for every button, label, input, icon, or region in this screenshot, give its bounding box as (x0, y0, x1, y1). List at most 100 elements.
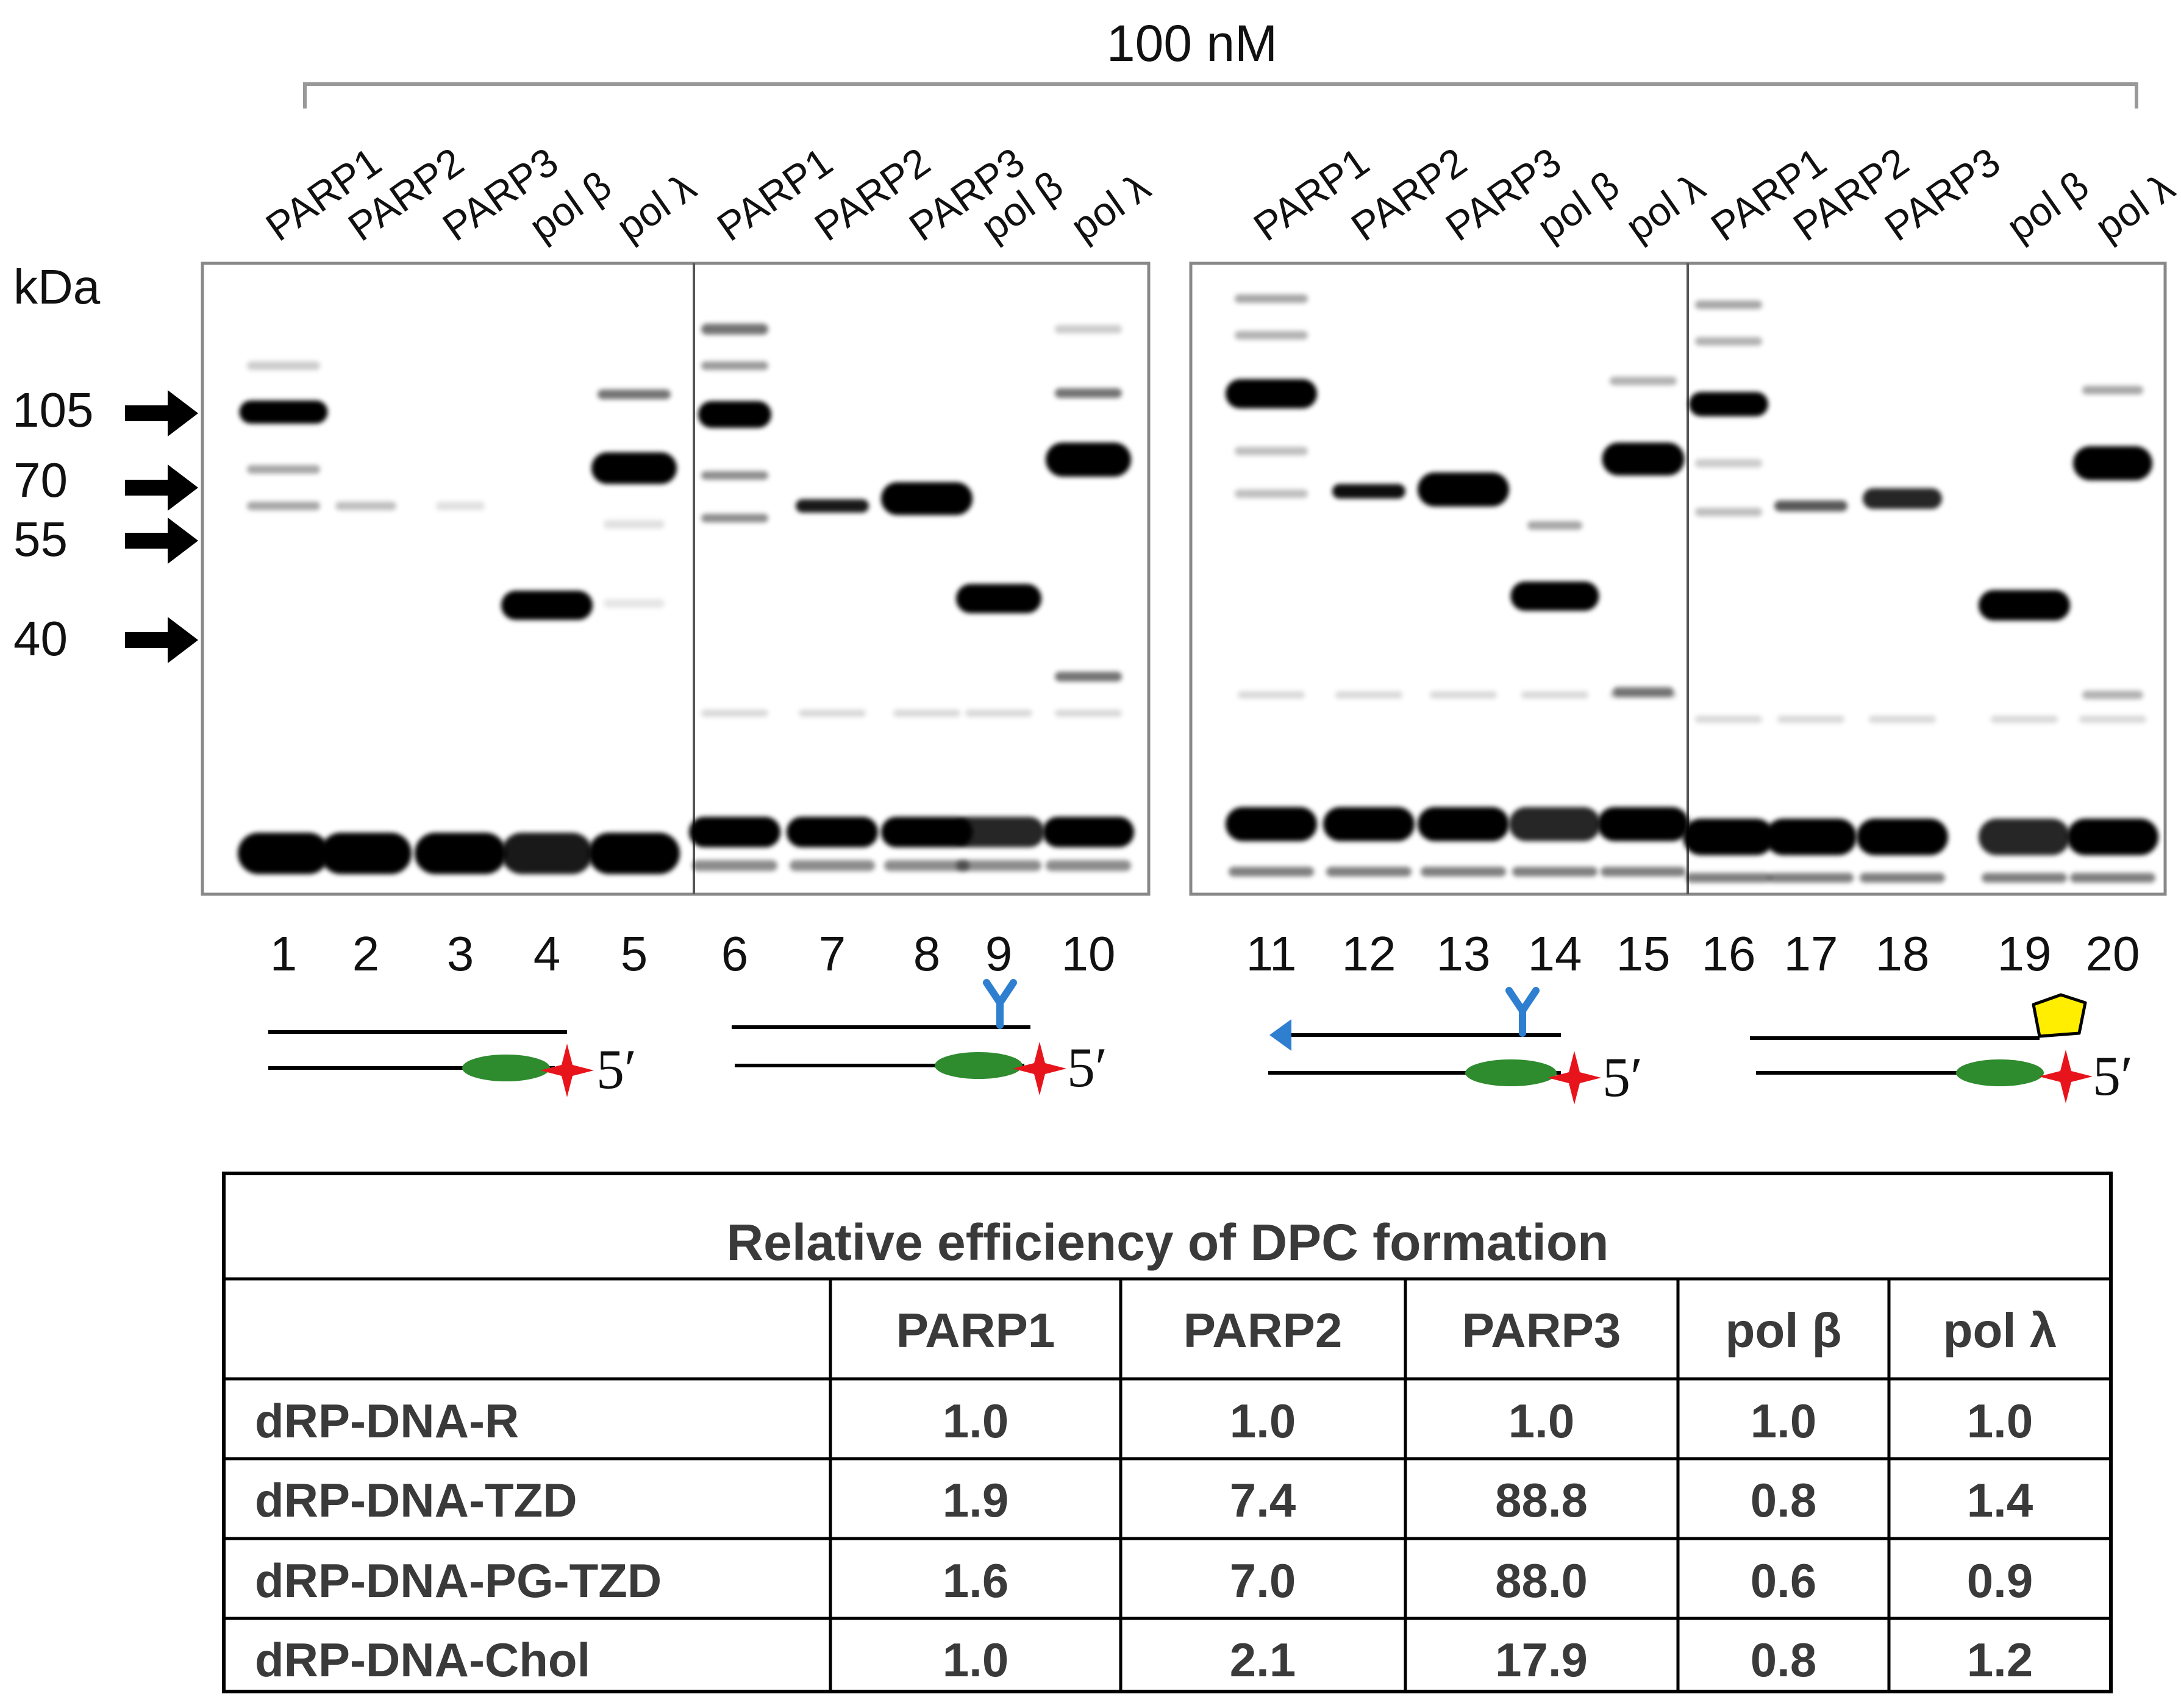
table-title: Relative efficiency of DPC formation (727, 1214, 1609, 1271)
lane-number: 6 (721, 927, 749, 981)
lane-number: 9 (985, 927, 1013, 981)
gel-left-bands (238, 324, 1134, 874)
gel-band (2073, 446, 2152, 480)
gel-band (598, 390, 671, 399)
lane-number: 10 (1062, 927, 1116, 981)
concentration-bracket: 100 nM (303, 15, 2138, 109)
marker-40: 40 (13, 611, 68, 666)
marker-arrow-55 (125, 518, 198, 564)
gel-band (1982, 873, 2067, 883)
gel-band (1521, 691, 1588, 699)
marker-arrows (125, 390, 198, 663)
table-row-label: dRP-DNA-PG-TZD (255, 1554, 662, 1607)
gel-band (415, 833, 506, 874)
five-prime-label: 5′ (1067, 1036, 1107, 1098)
gel-band (1418, 807, 1509, 841)
marker-70: 70 (13, 453, 68, 507)
arrowhead-marker (1269, 1019, 1291, 1051)
gel-band (588, 833, 680, 874)
gel-band (1055, 710, 1122, 717)
lane-number: 15 (1616, 927, 1671, 981)
table-cell: 1.0 (943, 1394, 1008, 1448)
gel-band (701, 471, 768, 480)
red-star (1547, 1051, 1601, 1105)
cholesterol-hexagon (2032, 993, 2087, 1038)
gel-band (239, 400, 328, 424)
gel-right (1189, 262, 2167, 896)
table-cell: 0.9 (1967, 1554, 2033, 1607)
lane-number: 17 (1784, 927, 1838, 981)
substrate-chol: 5′ (1750, 993, 2133, 1107)
gel-band (247, 465, 320, 474)
gel-band (796, 499, 869, 513)
gel-band (1683, 819, 1774, 855)
red-star (540, 1044, 594, 1097)
table-column-header: PARP3 (1462, 1303, 1621, 1358)
table-row-label: dRP-DNA-TZD (255, 1473, 577, 1527)
gel-band (1235, 294, 1308, 303)
lane-number: 8 (913, 927, 941, 981)
gel-band (956, 584, 1041, 613)
marker-labels: kDa 105 70 55 40 (12, 260, 198, 666)
gel-band (1689, 392, 1768, 416)
green-oval (462, 1055, 550, 1081)
marker-55: 55 (13, 512, 68, 566)
gel-band (1510, 582, 1599, 611)
gel-band (2070, 873, 2155, 883)
gel-band (1601, 867, 1686, 877)
five-prime-label: 5′ (2093, 1045, 2133, 1107)
gel-band (1686, 873, 1771, 883)
gel-band (1055, 672, 1122, 681)
concentration-label: 100 nM (1107, 15, 1277, 72)
gel-band (787, 817, 878, 847)
gel-band (1991, 716, 2058, 723)
y-mark (1505, 987, 1540, 1037)
lane-number: 16 (1702, 927, 1756, 981)
gel-left (201, 262, 1151, 896)
lane-label: pol λ (2087, 164, 2181, 250)
lane-label: pol λ (1063, 164, 1158, 250)
gel-left-frame (201, 262, 1151, 896)
gel-band (1765, 819, 1857, 855)
gel-band (1512, 867, 1597, 877)
gel-band (591, 452, 677, 484)
marker-arrow-105 (125, 390, 198, 436)
y-mark (983, 979, 1017, 1029)
table-cells: PARP1 PARP2 PARP3 pol β pol λ dRP-DNA-R 1.0 1.0… (255, 1303, 2057, 1687)
gel-band (1777, 716, 1844, 723)
gel-right-frame (1189, 262, 2167, 896)
substrate-tzd: 5′ (732, 979, 1107, 1098)
gel-band (2079, 716, 2146, 723)
kda-label: kDa (13, 260, 101, 314)
results-table: Relative efficiency of DPC formation PAR… (222, 1172, 2113, 1693)
green-oval (1956, 1059, 2044, 1086)
gel-band (1235, 331, 1308, 340)
lane-numbers: 1 2 3 4 5 6 7 8 9 10 11 12 13 14 15 16 17 18 19 20 (270, 927, 2140, 981)
table-cell: 7.0 (1230, 1554, 1296, 1607)
table-cell: 1.0 (1508, 1394, 1574, 1448)
gel-band (956, 860, 1041, 871)
lane-number: 14 (1528, 927, 1582, 981)
gel-band (893, 710, 960, 717)
gel-band (1869, 716, 1936, 723)
gel-band (1421, 867, 1506, 877)
table-cell: 88.8 (1495, 1473, 1588, 1527)
gel-band (701, 324, 768, 335)
red-star (1013, 1042, 1066, 1095)
lane-number: 7 (819, 927, 846, 981)
red-star (2039, 1050, 2093, 1103)
gel-band (692, 860, 777, 871)
table-column-header: pol λ (1943, 1303, 2057, 1358)
gel-band (1695, 459, 1762, 468)
table-row-label: dRP-DNA-Chol (255, 1633, 590, 1687)
gel-band (701, 710, 768, 717)
table-cell: 1.0 (943, 1633, 1008, 1687)
gel-band (1610, 377, 1677, 385)
table-cell: 1.2 (1967, 1633, 2033, 1687)
lane-number: 13 (1437, 927, 1491, 981)
lane-number: 4 (534, 927, 561, 981)
gel-band (1430, 691, 1497, 699)
gel-band (953, 817, 1044, 847)
gel-band (698, 401, 771, 428)
